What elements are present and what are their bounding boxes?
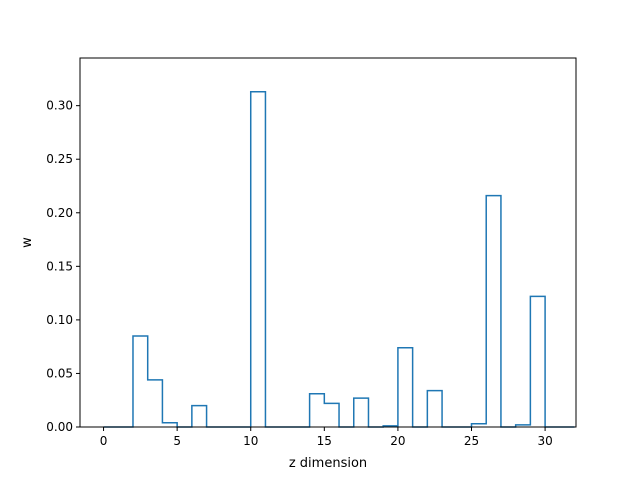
plot-frame <box>79 57 577 428</box>
x-axis-label: z dimension <box>289 456 367 471</box>
y-axis-ticks: 0.00 0.05 0.10 0.15 0.20 0.25 0.30 <box>46 99 80 434</box>
x-tick-label: 20 <box>390 434 405 448</box>
x-tick-label: 25 <box>464 434 479 448</box>
y-tick-label: 0.30 <box>46 99 73 113</box>
y-axis-label: w <box>20 237 35 248</box>
x-tick-label: 15 <box>317 434 332 448</box>
x-tick-label: 10 <box>243 434 258 448</box>
y-tick-label: 0.00 <box>46 420 73 434</box>
x-axis-ticks: 0 5 10 15 20 25 30 <box>100 427 553 448</box>
plot-area <box>80 58 576 427</box>
x-tick-label: 0 <box>100 434 108 448</box>
y-tick-label: 0.10 <box>46 313 73 327</box>
y-tick-label: 0.25 <box>46 152 73 166</box>
y-tick-label: 0.15 <box>46 259 73 273</box>
x-tick-label: 5 <box>173 434 181 448</box>
x-tick-label: 30 <box>537 434 552 448</box>
y-tick-label: 0.05 <box>46 366 73 380</box>
y-tick-label: 0.20 <box>46 206 73 220</box>
